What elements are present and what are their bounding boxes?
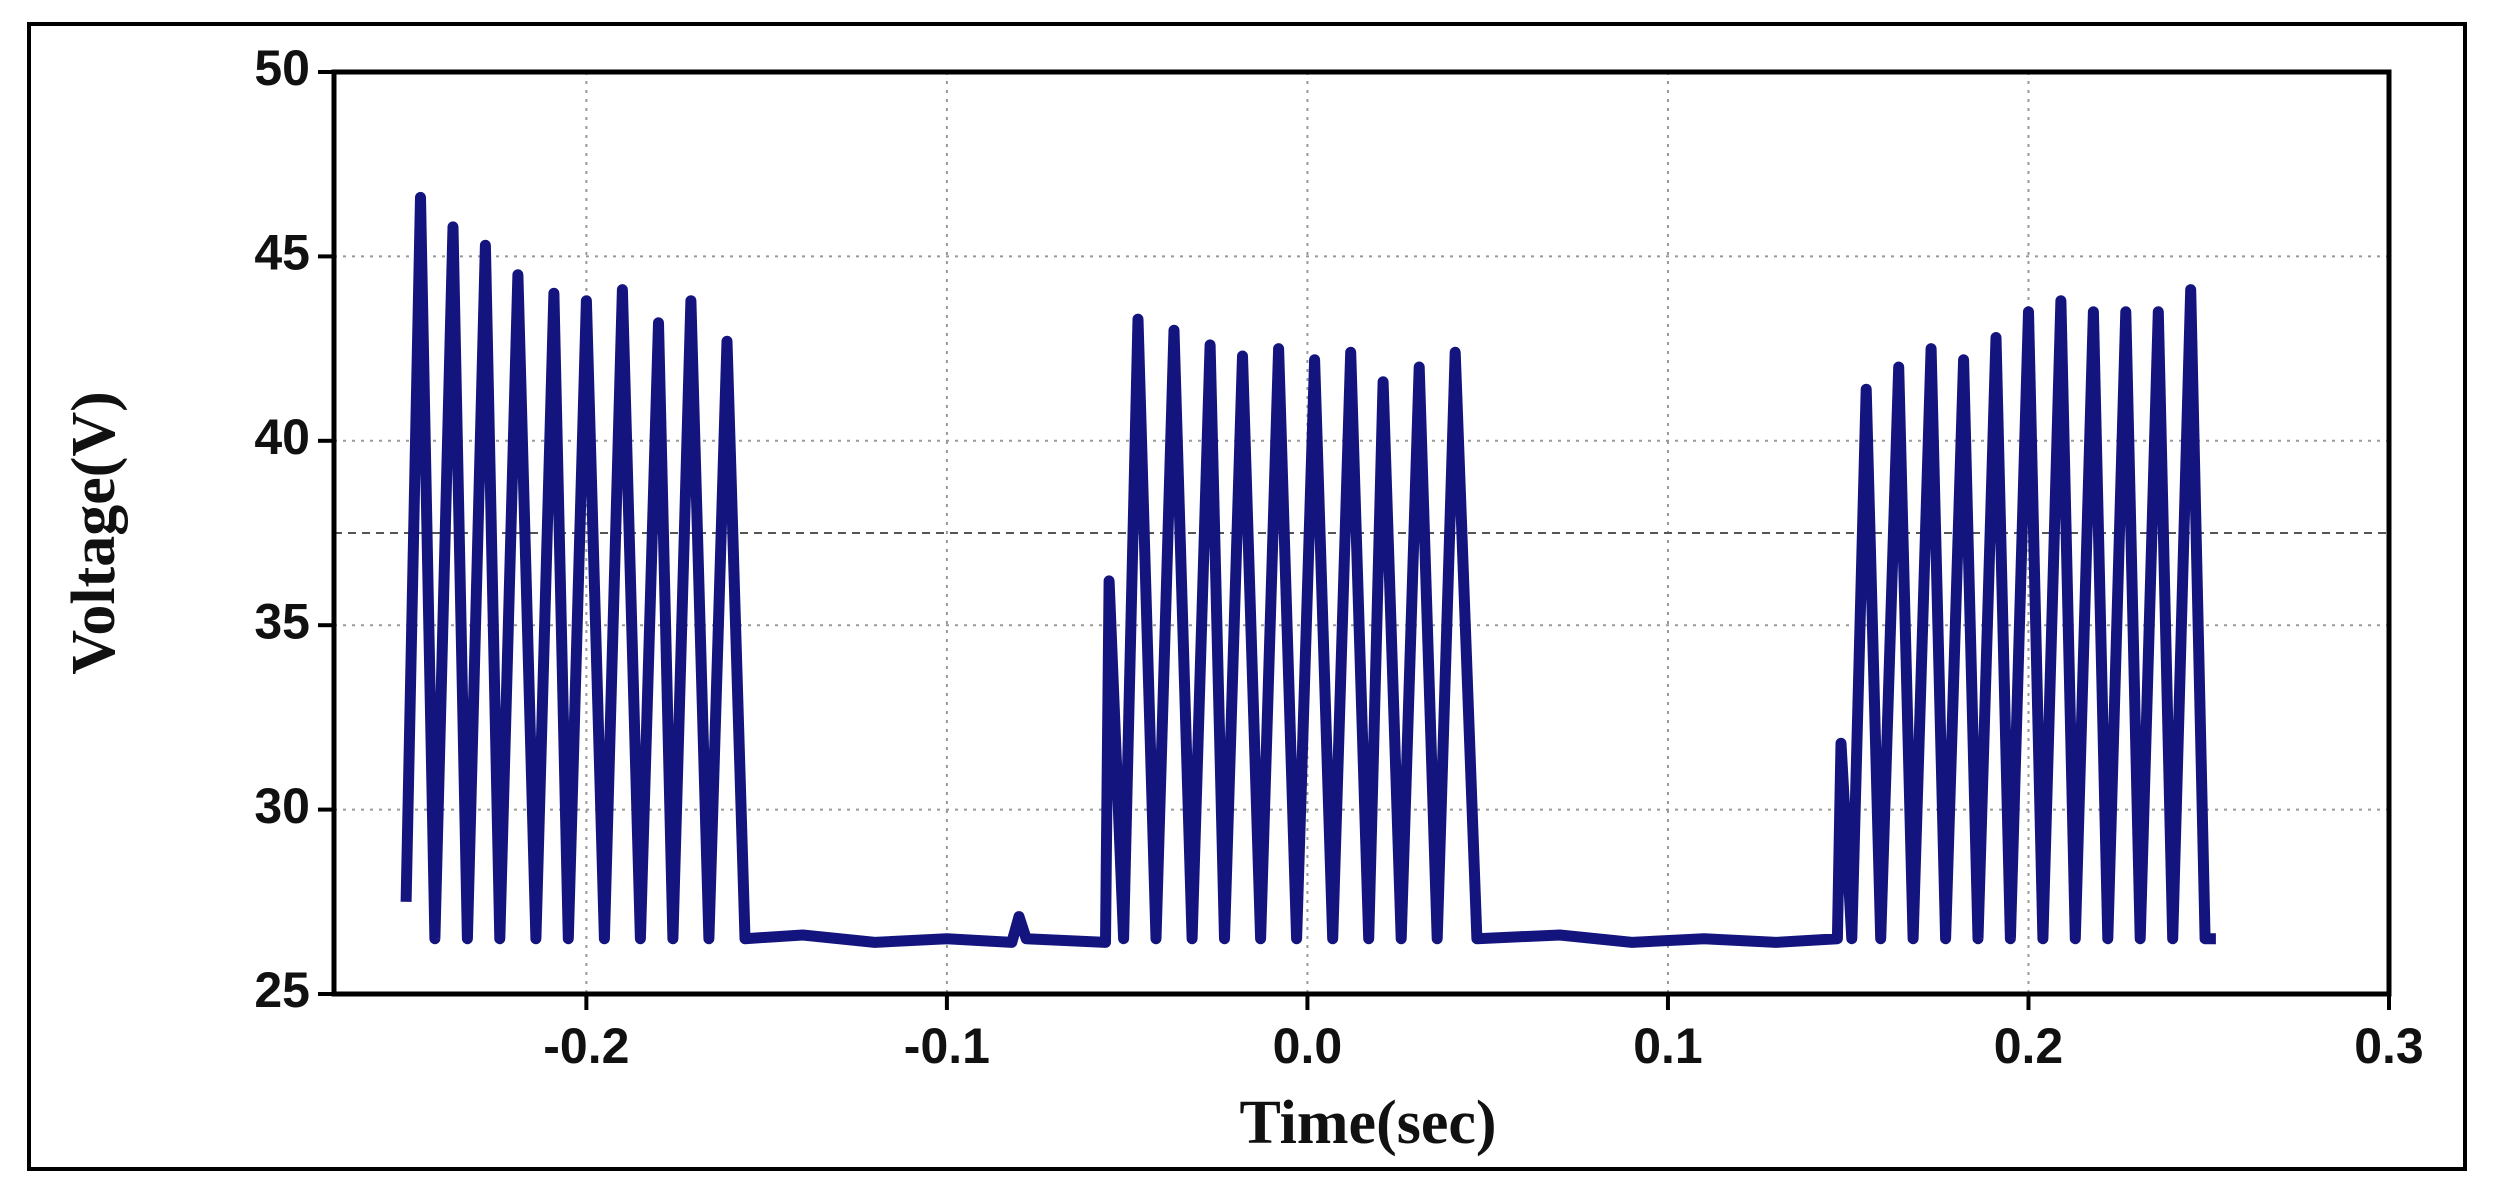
y-tick-label: 40 [254, 409, 310, 465]
frame [27, 22, 2467, 1171]
y-tick-label: 30 [254, 778, 310, 834]
data-line [400, 191, 2216, 948]
y-tick-label: 50 [254, 40, 310, 96]
x-tick-label: 0.3 [2354, 1018, 2424, 1074]
y-axis-title: Voltage(V) [60, 391, 128, 675]
x-tick-label: -0.2 [543, 1018, 629, 1074]
y-tick-label: 35 [254, 593, 310, 649]
x-tick-label: -0.1 [904, 1018, 990, 1074]
y-tick-label: 25 [254, 962, 310, 1018]
plot-border [331, 69, 2392, 997]
x-tick-label: 0.0 [1273, 1018, 1343, 1074]
x-tick-label: 0.1 [1633, 1018, 1703, 1074]
y-tick-label: 45 [254, 225, 310, 281]
x-axis-title: Time(sec) [1239, 1089, 1496, 1157]
x-tick-label: 0.2 [1994, 1018, 2064, 1074]
